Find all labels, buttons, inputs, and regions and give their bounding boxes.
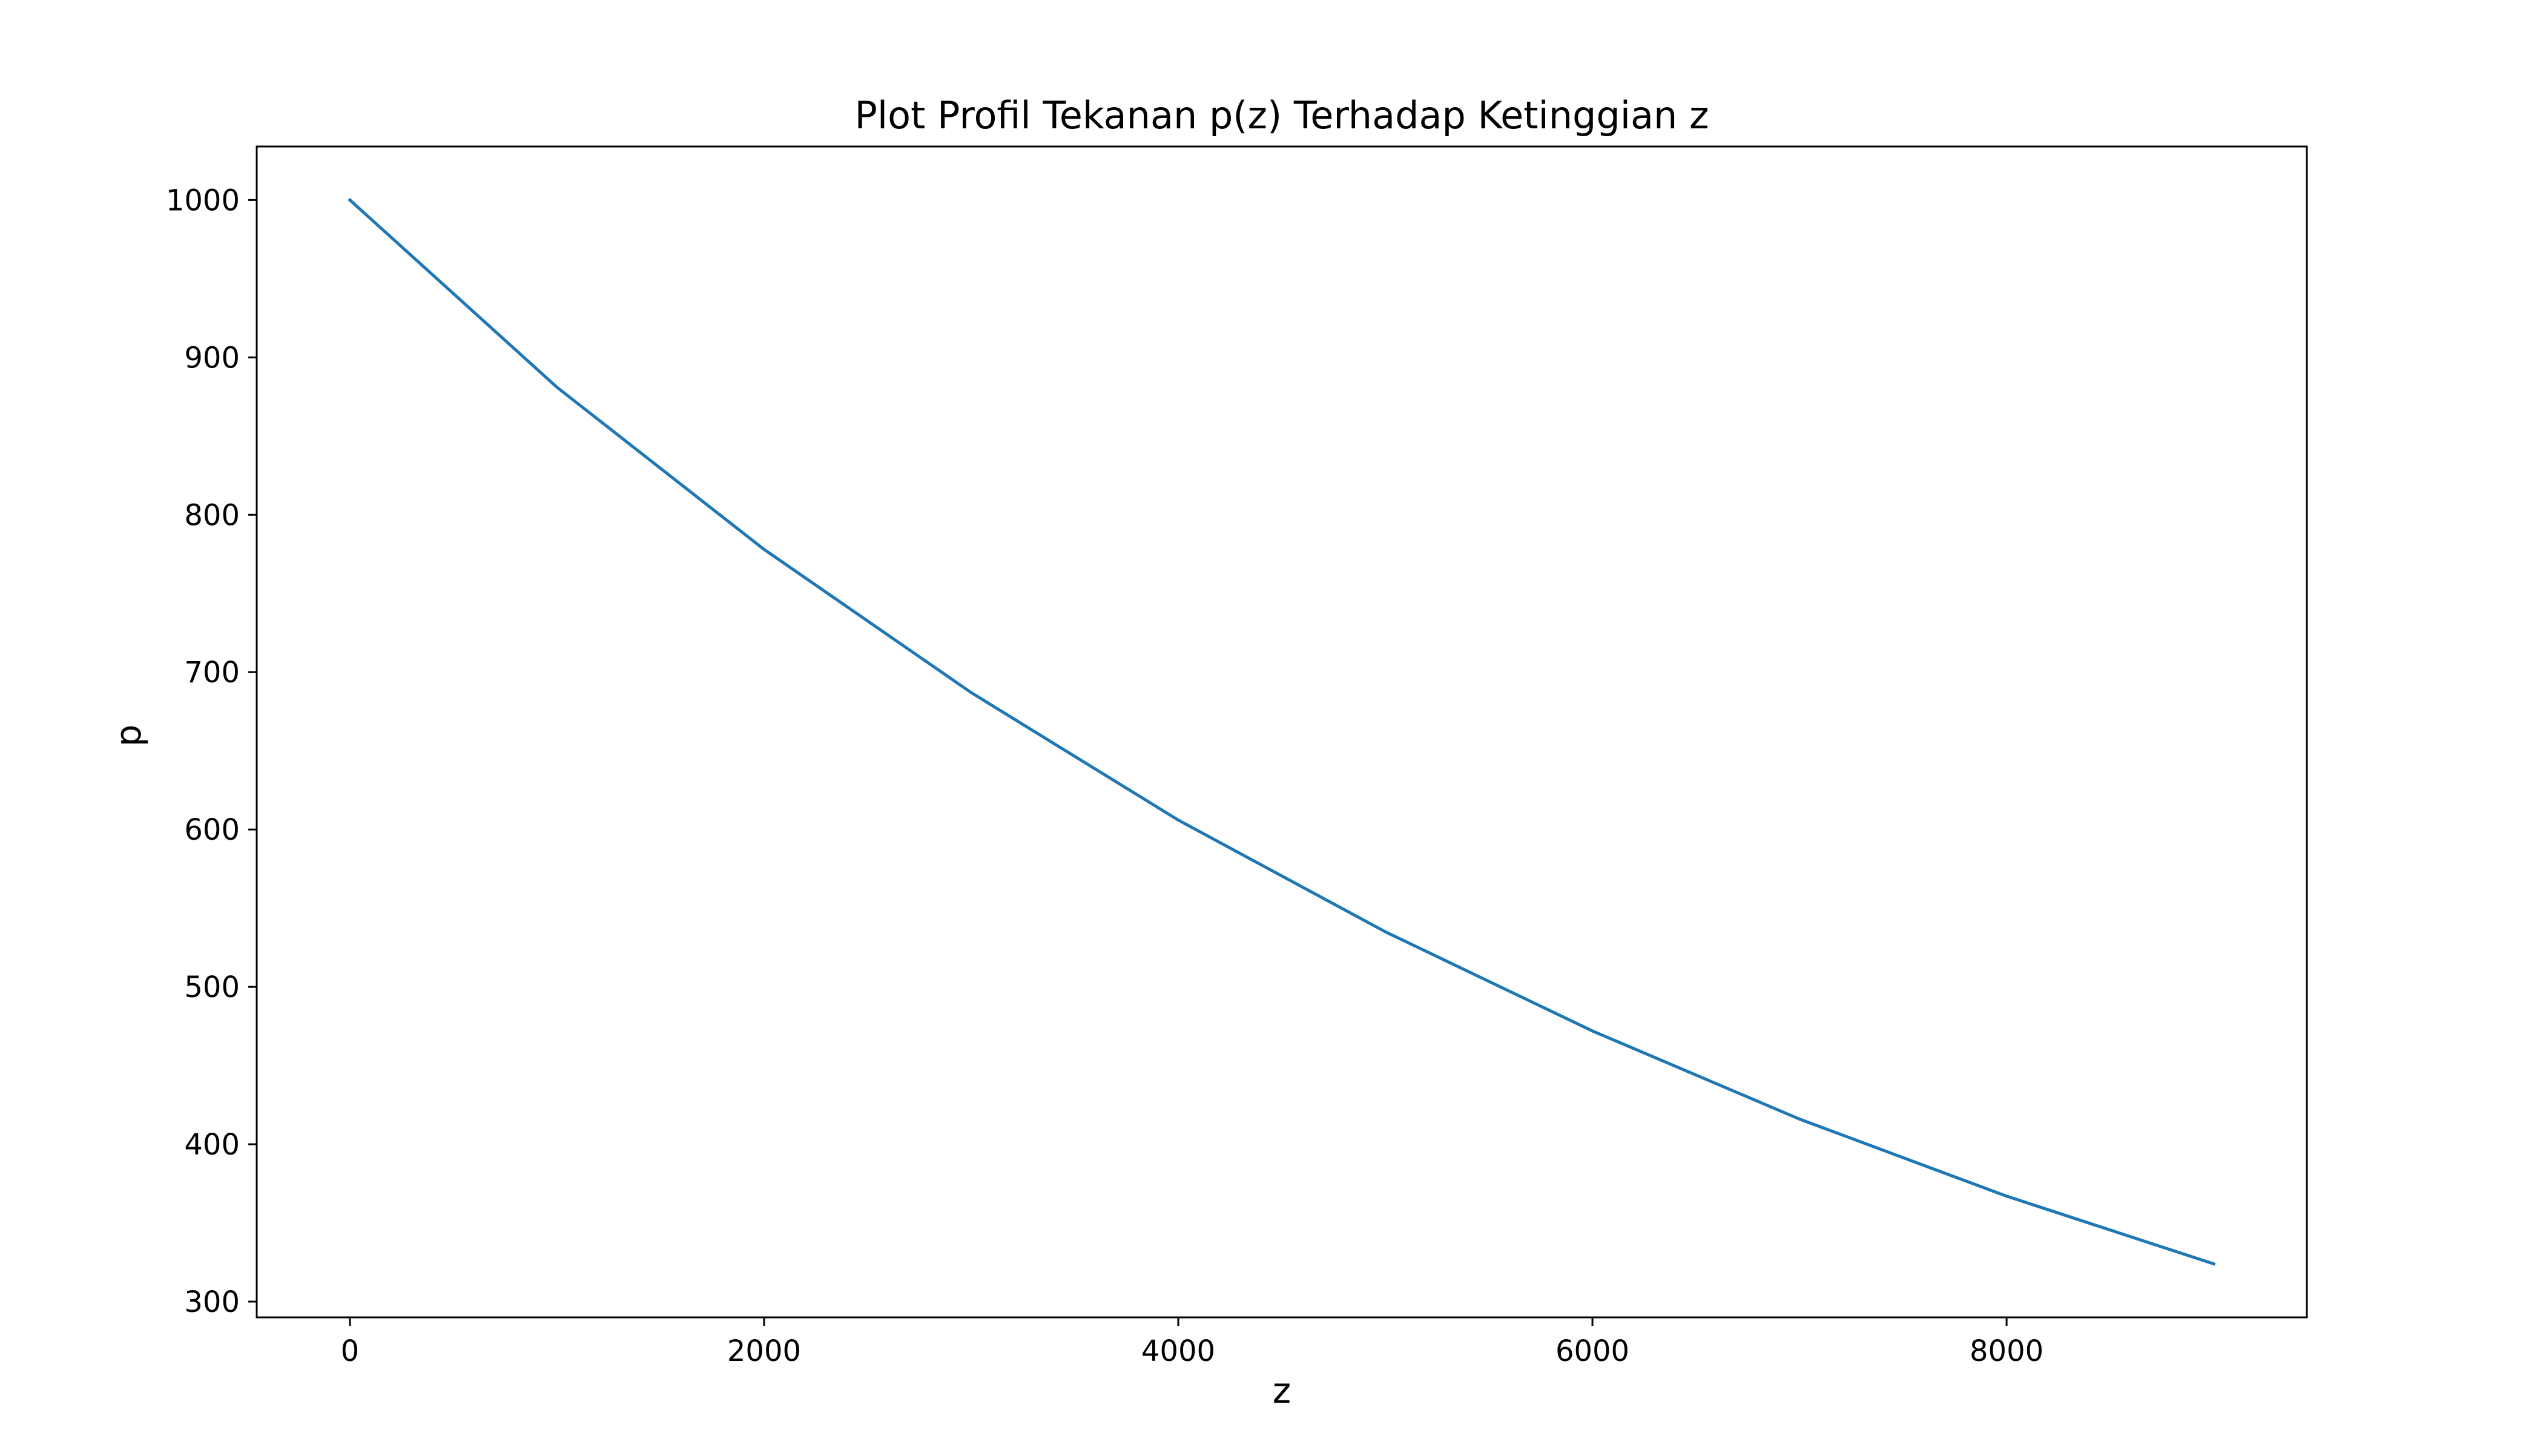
plot-area: 0 2000 4000 6000 8000 300 400 500 600 700 800 900 10…: [166, 145, 2308, 1368]
data-point: [2005, 1194, 2008, 1198]
y-tick-label: 300: [184, 1285, 240, 1319]
data-point: [1798, 1117, 1801, 1121]
data-point: [555, 386, 559, 389]
y-tick-label: 500: [184, 970, 240, 1004]
series-line-0: [348, 197, 2216, 1266]
x-tick-label: 2000: [727, 1334, 801, 1368]
y-tick-label: 800: [184, 498, 240, 532]
y-tick-label: 1000: [166, 183, 240, 217]
x-axis-label: z: [1273, 1370, 1291, 1411]
data-point: [969, 691, 973, 694]
y-tick-label: 900: [184, 341, 240, 375]
x-tick-label: 6000: [1555, 1334, 1629, 1368]
y-tick-label: 600: [184, 813, 240, 847]
x-tick-label: 0: [341, 1334, 360, 1368]
x-tick-label: 4000: [1141, 1334, 1215, 1368]
y-tick-label: 700: [184, 656, 240, 690]
axes-frame: [256, 145, 2308, 1319]
data-point: [348, 198, 352, 202]
data-point: [1591, 1029, 1594, 1033]
chart-title: Plot Profil Tekanan p(z) Terhadap Keting…: [854, 93, 1709, 137]
data-point: [2212, 1262, 2215, 1266]
data-point: [1384, 930, 1387, 934]
data-point: [1176, 819, 1180, 822]
y-axis-label: p: [108, 725, 149, 747]
y-tick-label: 400: [184, 1128, 240, 1162]
data-point: [762, 547, 766, 551]
x-tick-label: 8000: [1970, 1334, 2043, 1368]
